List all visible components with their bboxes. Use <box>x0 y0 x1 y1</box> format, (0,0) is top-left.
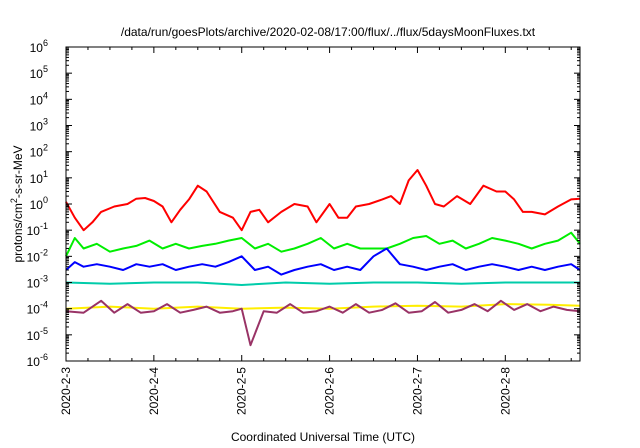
x-tick-label: 2020-2-5 <box>235 367 249 415</box>
plot-frame <box>65 46 581 362</box>
y-tick-label: 102 <box>30 143 48 160</box>
series-layer <box>65 169 581 347</box>
x-tick-label: 2020-2-4 <box>147 367 161 415</box>
y-tick-label: 103 <box>30 117 48 134</box>
y-tick-label: 10-5 <box>27 326 48 343</box>
y-axis-title: protons/cm2-s-sr-MeV <box>9 145 25 262</box>
x-axis-title: Coordinated Universal Time (UTC) <box>231 430 415 444</box>
x-tick-label: 2020-2-7 <box>410 367 424 415</box>
series-line-3 <box>65 247 581 276</box>
y-tick-label: 10-4 <box>27 300 48 317</box>
series-line-2 <box>65 231 581 257</box>
x-tick-label: 2020-2-6 <box>323 367 337 415</box>
y-tick-label: 10-2 <box>27 247 48 264</box>
y-tick-label: 10-3 <box>27 274 48 291</box>
y-tick-label: 106 <box>30 38 48 55</box>
y-tick-label: 105 <box>30 64 48 81</box>
series-line-6 <box>65 299 581 347</box>
x-tick-label: 2020-2-3 <box>59 367 73 415</box>
y-tick-label: 10-6 <box>27 352 48 369</box>
y-tick-label: 100 <box>30 195 48 212</box>
y-tick-label: 10-1 <box>27 221 48 238</box>
y-tick-label: 104 <box>30 90 48 107</box>
series-line-1 <box>65 169 581 232</box>
chart-title: /data/run/goesPlots/archive/2020-02-08/1… <box>121 25 536 39</box>
y-tick-label: 101 <box>30 169 48 186</box>
x-tick-label: 2020-2-8 <box>498 367 512 415</box>
x-axis: 2020-2-3 2020-2-4 2020-2-5 2020-2-6 2020-2-7… <box>59 47 572 415</box>
y-axis: 10-6 10-5 10-4 10-3 10-2 10-1 100 101 102 103 104 1… <box>27 38 580 369</box>
series-line-4 <box>65 281 580 286</box>
